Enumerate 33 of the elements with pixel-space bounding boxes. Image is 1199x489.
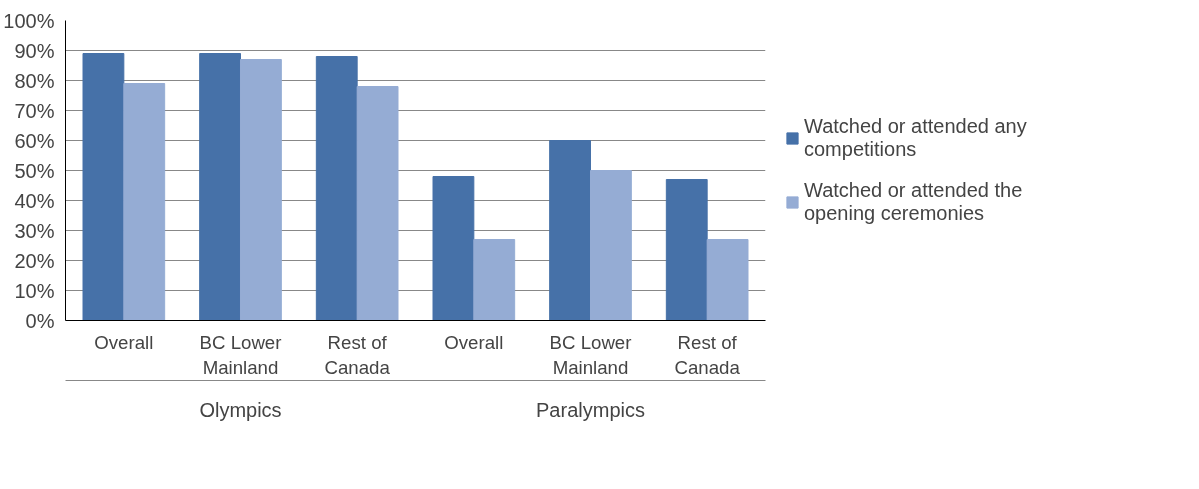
bar: [199, 53, 241, 321]
bar: [356, 86, 399, 321]
y-tick-label: 70%: [14, 99, 55, 122]
y-tick-label: 50%: [14, 159, 55, 182]
y-tick-label: 10%: [14, 279, 55, 302]
x-tick-label: Overall: [94, 331, 154, 353]
bar: [240, 59, 282, 321]
y-tick-label: 60%: [14, 129, 55, 152]
legend-label: Watched or attended the opening ceremonies: [804, 179, 1023, 225]
y-tick-label: 100%: [3, 9, 55, 32]
bar: [473, 239, 516, 321]
x-tick-label: BC Lower Mainland: [199, 331, 282, 378]
y-tick-label: 80%: [14, 69, 55, 92]
bar: [82, 53, 125, 321]
text: Olympics: [199, 398, 282, 421]
x-tick-label: BC Lower Mainland: [549, 331, 632, 378]
x-tick-label: Rest of Canada: [674, 331, 741, 378]
y-tick-label: 30%: [14, 219, 55, 242]
bar: [549, 140, 591, 321]
x-tick-label: Rest of Canada: [324, 331, 391, 378]
legend-label: Watched or attended any competitions: [804, 115, 1027, 161]
y-tick-label: 0%: [25, 309, 55, 332]
text: Paralympics: [536, 398, 645, 421]
bar: [706, 239, 749, 321]
y-tick-label: 20%: [14, 249, 55, 272]
x-tick-label: Overall: [444, 331, 504, 353]
y-tick-label: 40%: [14, 189, 55, 212]
bar: [123, 83, 166, 321]
bar: [590, 170, 632, 321]
y-tick-label: 90%: [14, 39, 55, 62]
bar: [432, 176, 475, 321]
bar: [315, 56, 358, 321]
bar: [665, 179, 708, 321]
